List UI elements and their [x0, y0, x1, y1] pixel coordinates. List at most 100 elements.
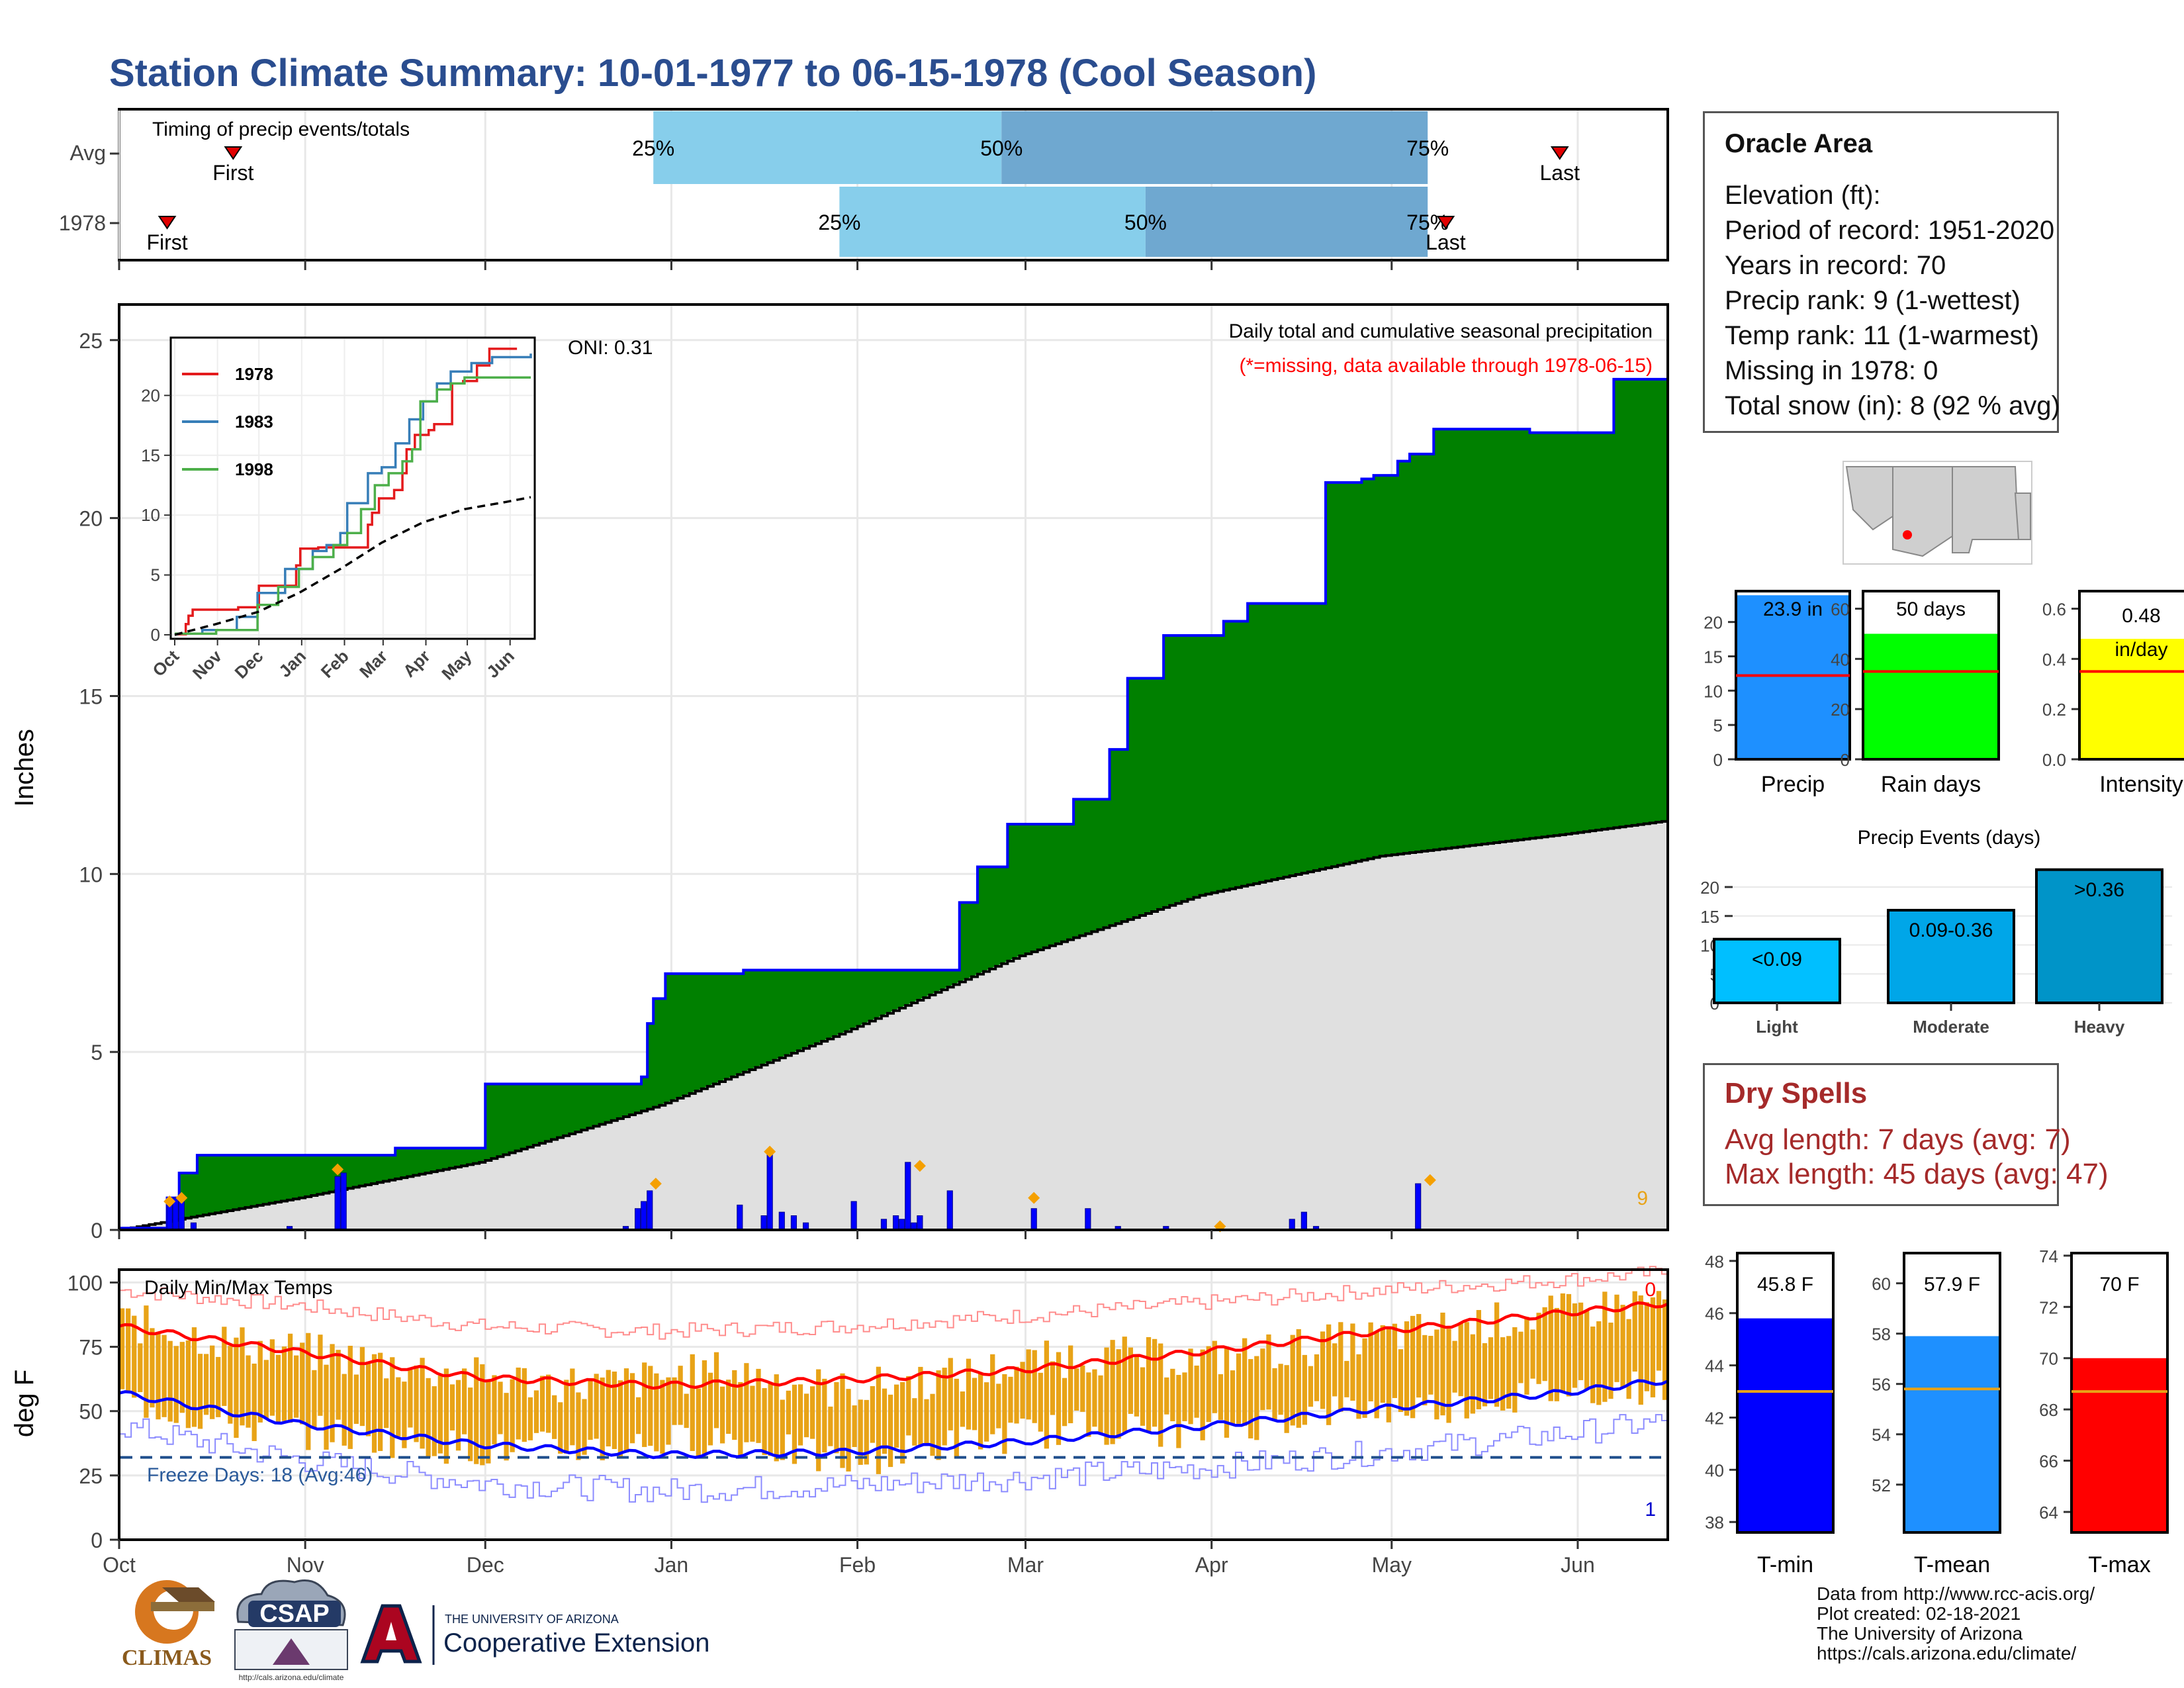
daily-temp-bar: [1620, 1305, 1625, 1387]
daily-temp-bar: [1428, 1336, 1433, 1395]
stat-category-label: T-mean: [1914, 1552, 1990, 1577]
daily-temp-bar: [1578, 1302, 1584, 1380]
daily-temp-bar: [828, 1406, 833, 1446]
daily-temp-bar: [1392, 1323, 1398, 1398]
daily-temp-bar: [1260, 1348, 1265, 1411]
daily-temp-bar: [942, 1368, 947, 1446]
station-location-dot: [1903, 530, 1912, 539]
timing-bar-50-75: [1001, 111, 1428, 184]
precip-diamond-marker: [163, 1195, 176, 1207]
temp-ytick-label: 100: [68, 1271, 103, 1295]
info-line: Temp rank: 11 (1-warmest): [1725, 321, 2039, 350]
footer-line: Data from http://www.rcc-acis.org/: [1817, 1583, 2095, 1604]
daily-temp-bar: [642, 1362, 647, 1447]
daily-temp-bar: [1080, 1365, 1085, 1412]
daily-temp-bar: [774, 1374, 779, 1462]
daily-temp-bar: [1380, 1325, 1385, 1403]
daily-temp-bar: [1500, 1337, 1506, 1411]
daily-temp-bar: [275, 1354, 281, 1425]
daily-precip-bar: [790, 1215, 797, 1231]
daily-temp-bar: [1152, 1338, 1158, 1427]
daily-temp-bar: [822, 1378, 827, 1453]
daily-temp-bar: [1158, 1343, 1163, 1447]
daily-precip-bar: [340, 1172, 347, 1231]
daily-temp-bar: [1248, 1359, 1253, 1438]
dry-spells-avg: Avg length: 7 days (avg: 7): [1725, 1123, 2071, 1156]
daily-temp-bar: [443, 1368, 449, 1464]
daily-precip-bar: [1415, 1183, 1422, 1231]
daily-temp-bar: [882, 1388, 887, 1454]
record-max-line: [119, 1266, 1668, 1340]
inset-line-1998: [175, 376, 531, 635]
daily-temp-bar: [1032, 1350, 1037, 1423]
daily-temp-bar: [294, 1355, 299, 1418]
dry-spells-title: Dry Spells: [1725, 1077, 1868, 1109]
precip-ytick-label: 0: [91, 1219, 103, 1243]
daily-temp-bar: [533, 1390, 539, 1433]
daily-temp-bar: [1566, 1293, 1572, 1397]
daily-temp-bar: [852, 1405, 857, 1447]
stat-ytick-label: 60: [1872, 1274, 1891, 1294]
daily-temp-bar: [612, 1371, 617, 1449]
info-line: Total snow (in): 8 (92 % avg): [1725, 391, 2060, 420]
timing-bar-25-50: [839, 187, 1146, 257]
daily-temp-bar: [240, 1327, 245, 1426]
temp-frame: [118, 1268, 1669, 1541]
info-line: Elevation (ft):: [1725, 181, 1881, 210]
stat-ytick-label: 68: [2039, 1400, 2058, 1420]
daily-temp-bar: [576, 1392, 581, 1460]
precip-diamond-marker: [649, 1178, 662, 1190]
daily-temp-bar: [780, 1399, 785, 1460]
daily-temp-bar: [516, 1367, 521, 1440]
daily-temp-bar: [984, 1382, 989, 1442]
daily-temp-bar: [606, 1370, 611, 1447]
daily-temp-bar: [1488, 1337, 1494, 1399]
daily-temp-bar: [504, 1393, 509, 1461]
daily-temp-bar: [522, 1368, 527, 1442]
daily-temp-bar: [126, 1308, 131, 1391]
stat-ytick-label: 0: [1713, 750, 1723, 770]
daily-temp-bar: [707, 1372, 713, 1446]
daily-temp-bar: [1542, 1307, 1547, 1382]
station-info-box: Oracle Area Elevation (ft): Period of rec…: [1703, 111, 2060, 433]
daily-temp-bar: [1092, 1369, 1097, 1427]
timing-label: Timing of precip events/totals: [152, 118, 410, 140]
daily-temp-bar: [378, 1352, 383, 1451]
daily-temp-bar: [629, 1373, 635, 1444]
daily-temp-bar: [390, 1357, 395, 1458]
daily-precip-bar: [899, 1219, 905, 1231]
precip-ytick-label: 10: [79, 863, 103, 886]
daily-temp-bar: [684, 1393, 689, 1429]
precip-ytick-label: 5: [91, 1041, 103, 1064]
stat-ytick-label: 0.6: [2042, 600, 2066, 620]
locator-map: [1843, 461, 2032, 565]
daily-temp-bar: [894, 1384, 899, 1448]
daily-temp-bar: [648, 1366, 653, 1446]
svg-text:CSAP: CSAP: [259, 1600, 330, 1628]
timing-first-label: First: [146, 230, 187, 254]
pct-75-label: 75%: [1406, 136, 1449, 160]
stat-bar-fill: [1736, 595, 1850, 759]
daily-temp-bar: [1524, 1317, 1529, 1395]
daily-temp-bar: [185, 1340, 191, 1429]
daily-temp-bar: [1560, 1293, 1565, 1392]
stat-category-label: Rain days: [1881, 772, 1981, 797]
daily-temp-bar: [1386, 1326, 1391, 1423]
daily-temp-bar: [600, 1377, 605, 1461]
daily-temp-bar: [1614, 1294, 1619, 1382]
event-bar: [2035, 868, 2163, 1004]
daily-temp-bar: [1050, 1361, 1056, 1415]
daily-temp-bar: [564, 1380, 569, 1454]
daily-temp-bar: [347, 1346, 353, 1449]
daily-temp-bar: [1410, 1315, 1416, 1419]
event-category-label: Moderate: [1913, 1017, 1989, 1037]
daily-temp-bar: [756, 1368, 761, 1443]
daily-temp-bar: [216, 1356, 221, 1417]
daily-temp-bar: [1656, 1291, 1662, 1371]
daily-temp-bar: [468, 1387, 473, 1462]
stat-ytick-label: 10: [1704, 681, 1723, 701]
stat-bar-fill: [2071, 1358, 2167, 1532]
stat-value-label: 57.9 F: [1924, 1274, 1980, 1295]
precip-diamond-marker: [332, 1163, 344, 1176]
timing-last-label: Last: [1540, 161, 1580, 185]
